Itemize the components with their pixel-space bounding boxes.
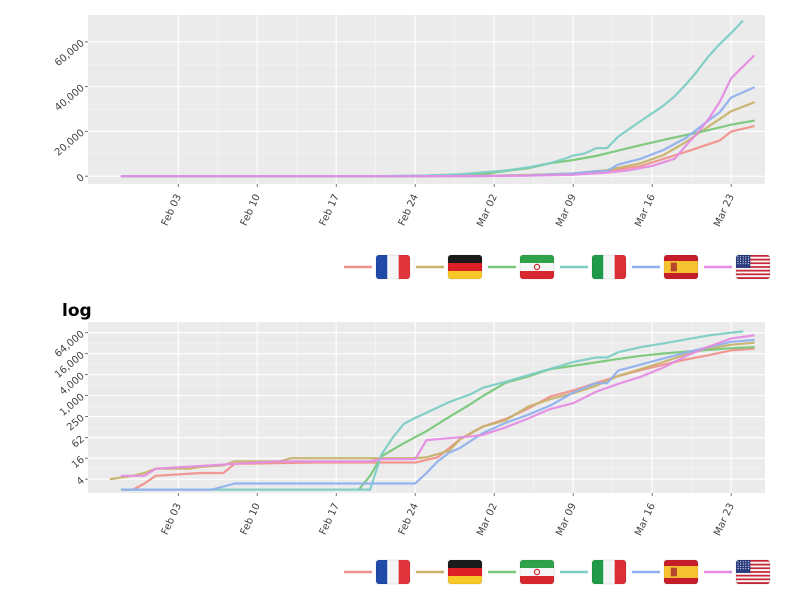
- legend-item-usa: [704, 254, 771, 280]
- iran-flag-icon: [519, 559, 555, 585]
- legend-item-italy: [560, 559, 627, 585]
- x-tick-label: Feb 24: [397, 193, 421, 228]
- series-line-usa: [120, 334, 755, 477]
- series-line-usa: [120, 54, 755, 178]
- x-tick-label: Feb 10: [239, 193, 263, 228]
- germany-flag-icon: [447, 254, 483, 280]
- legend-item-spain: [632, 559, 699, 585]
- x-tick-label: Mar 02: [475, 193, 500, 229]
- y-tick-label: 16: [70, 454, 87, 471]
- legend-item-iran: [488, 254, 555, 280]
- x-tick-label: Mar 23: [712, 502, 737, 538]
- x-tick-label: Mar 09: [554, 502, 579, 538]
- series-line-germany: [109, 341, 755, 481]
- x-tick-label: Feb 03: [160, 502, 184, 537]
- y-tick-label: 40,000: [53, 83, 87, 114]
- x-tick-label: Feb 03: [160, 193, 184, 228]
- germany-flag-icon: [447, 559, 483, 585]
- x-tick-label: Feb 24: [397, 502, 421, 537]
- series-line-italy: [120, 330, 744, 491]
- x-tick-label: Mar 09: [554, 193, 579, 229]
- france-flag-icon: [375, 559, 411, 585]
- y-tick-label: 20,000: [53, 128, 87, 159]
- legend-item-italy: [560, 254, 627, 280]
- legend-item-iran: [488, 559, 555, 585]
- legend: [344, 559, 771, 585]
- legend-item-france: [344, 559, 411, 585]
- x-tick-label: Mar 23: [712, 193, 737, 229]
- france-flag-icon: [375, 254, 411, 280]
- italy-flag-icon: [591, 254, 627, 280]
- y-tick-label: 60,000: [53, 38, 87, 69]
- y-tick-label: 0: [75, 172, 87, 185]
- x-tick-label: Feb 17: [318, 193, 342, 228]
- y-tick-label: 250: [65, 413, 87, 434]
- usa-flag-icon: [735, 559, 771, 585]
- spain-flag-icon: [663, 254, 699, 280]
- series-line-spain: [120, 338, 755, 491]
- x-tick-label: Mar 16: [633, 502, 658, 538]
- x-tick-label: Mar 16: [633, 193, 658, 229]
- italy-flag-icon: [591, 559, 627, 585]
- series-line-italy: [120, 20, 744, 178]
- legend: [344, 254, 771, 280]
- chart-linear: 0 20,000 40,000 60,000 Feb 03 Feb 10 Feb 17 Feb…: [53, 15, 771, 280]
- y-tick-label: 4: [75, 475, 87, 488]
- usa-flag-icon: [735, 254, 771, 280]
- y-tick-label: 62: [70, 434, 87, 451]
- legend-item-usa: [704, 559, 771, 585]
- x-tick-label: Feb 10: [239, 502, 263, 537]
- x-tick-label: Mar 02: [475, 502, 500, 538]
- legend-item-germany: [416, 559, 483, 585]
- iran-flag-icon: [519, 254, 555, 280]
- spain-flag-icon: [663, 559, 699, 585]
- legend-item-germany: [416, 254, 483, 280]
- legend-item-france: [344, 254, 411, 280]
- series-line-iran: [357, 346, 755, 491]
- legend-item-spain: [632, 254, 699, 280]
- chart-title: log: [62, 301, 92, 321]
- x-tick-label: Feb 17: [318, 502, 342, 537]
